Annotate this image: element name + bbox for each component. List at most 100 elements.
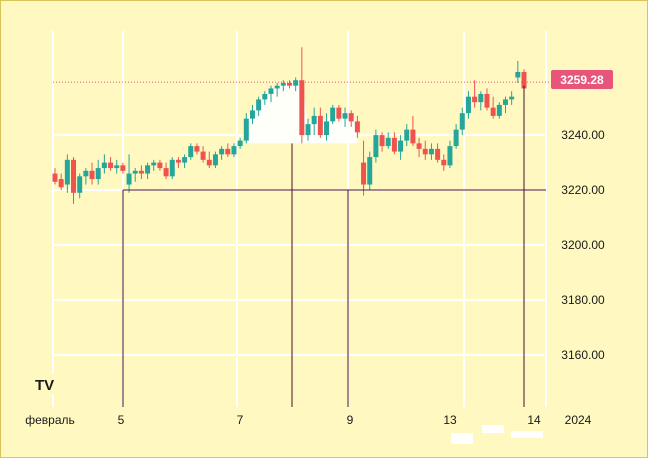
- candle: [256, 96, 262, 116]
- y-tick-label: 3200.00: [561, 238, 605, 252]
- candle-body: [256, 99, 262, 111]
- candle: [404, 124, 410, 147]
- x-tick-label: февраль: [25, 413, 75, 427]
- tradingview-logo[interactable]: TV: [31, 374, 59, 394]
- candle-body: [385, 137, 391, 147]
- candle-body: [200, 151, 206, 160]
- last-price-label: 3259.28: [560, 73, 604, 87]
- candle: [206, 151, 212, 169]
- candle-body: [175, 159, 181, 163]
- candle-body: [478, 93, 484, 103]
- candle-body: [114, 165, 120, 169]
- candle: [391, 132, 397, 155]
- candle-body: [83, 170, 89, 177]
- candle-body: [293, 80, 299, 86]
- candle-body: [120, 165, 126, 171]
- candle-body: [515, 71, 521, 78]
- candle: [496, 102, 502, 119]
- candle: [311, 107, 317, 136]
- candle: [305, 118, 311, 141]
- candle-body: [324, 121, 330, 136]
- candle-body: [342, 113, 348, 119]
- candle-body: [502, 99, 508, 105]
- bottom-overlay-3: [511, 431, 543, 438]
- candle: [249, 104, 255, 125]
- candle: [212, 151, 218, 169]
- candle-body: [317, 115, 323, 136]
- candle: [132, 168, 138, 182]
- candle-body: [101, 162, 107, 169]
- candle: [490, 96, 496, 119]
- candle-body: [194, 146, 200, 152]
- candle-body: [169, 159, 175, 177]
- candle-body: [262, 93, 268, 100]
- candle: [398, 135, 404, 160]
- candle: [484, 88, 490, 111]
- candle: [145, 162, 151, 180]
- candle: [200, 146, 206, 163]
- candle: [157, 159, 163, 171]
- candle: [478, 91, 484, 111]
- x-tick-label: 13: [443, 413, 457, 427]
- candle: [219, 146, 225, 160]
- candle: [447, 140, 453, 169]
- candle-body: [509, 96, 515, 100]
- candle-body: [243, 118, 249, 141]
- candle: [52, 168, 58, 185]
- candle-body: [373, 135, 379, 158]
- candle: [435, 143, 441, 163]
- candle-body: [428, 148, 434, 155]
- y-axis: 3160.00 3180.00 3200.00 3220.00 3240.00: [561, 128, 605, 362]
- candle-body: [52, 173, 58, 182]
- candles: [52, 47, 527, 204]
- logo-text: TV: [35, 377, 54, 394]
- candle: [299, 47, 305, 144]
- candle: [348, 110, 354, 127]
- x-tick-label: 5: [118, 413, 125, 427]
- candle: [324, 113, 330, 141]
- candle-body: [435, 148, 441, 160]
- candle: [151, 159, 157, 171]
- candle: [453, 124, 459, 149]
- candle-body: [225, 148, 231, 155]
- candle-body: [163, 168, 169, 177]
- candle-body: [410, 129, 416, 144]
- candle-body: [459, 113, 465, 130]
- candle: [465, 91, 471, 119]
- last-price-tag: 3259.28: [551, 70, 613, 89]
- candle-body: [77, 176, 83, 193]
- candle-body: [453, 129, 459, 147]
- candle-body: [391, 137, 397, 152]
- x-axis: февраль 5 7 9 13 14 2024: [25, 413, 591, 427]
- candle-body: [64, 159, 70, 185]
- candle-body: [336, 107, 342, 119]
- candle-body: [132, 170, 138, 174]
- candle: [120, 162, 126, 174]
- candle-body: [447, 146, 453, 166]
- candle-body: [311, 115, 317, 125]
- candle: [58, 173, 64, 191]
- candle-body: [237, 140, 243, 147]
- candle: [89, 162, 95, 185]
- candle-body: [330, 107, 336, 122]
- candle: [268, 85, 274, 103]
- x-tick-label: 14: [527, 413, 541, 427]
- candle: [422, 140, 428, 160]
- candle-body: [182, 157, 188, 163]
- candle-body: [422, 148, 428, 155]
- candle-body: [151, 162, 157, 166]
- candle: [515, 60, 521, 83]
- candle: [83, 168, 89, 185]
- candle: [416, 137, 422, 158]
- plot-area: [1, 1, 546, 437]
- candle: [317, 107, 323, 138]
- candle: [243, 113, 249, 144]
- candle: [169, 157, 175, 180]
- candle-body: [287, 82, 292, 86]
- candle-body: [126, 173, 132, 185]
- candle-body: [484, 93, 490, 108]
- candle: [293, 77, 299, 92]
- x-tick-label: 2024: [565, 413, 592, 427]
